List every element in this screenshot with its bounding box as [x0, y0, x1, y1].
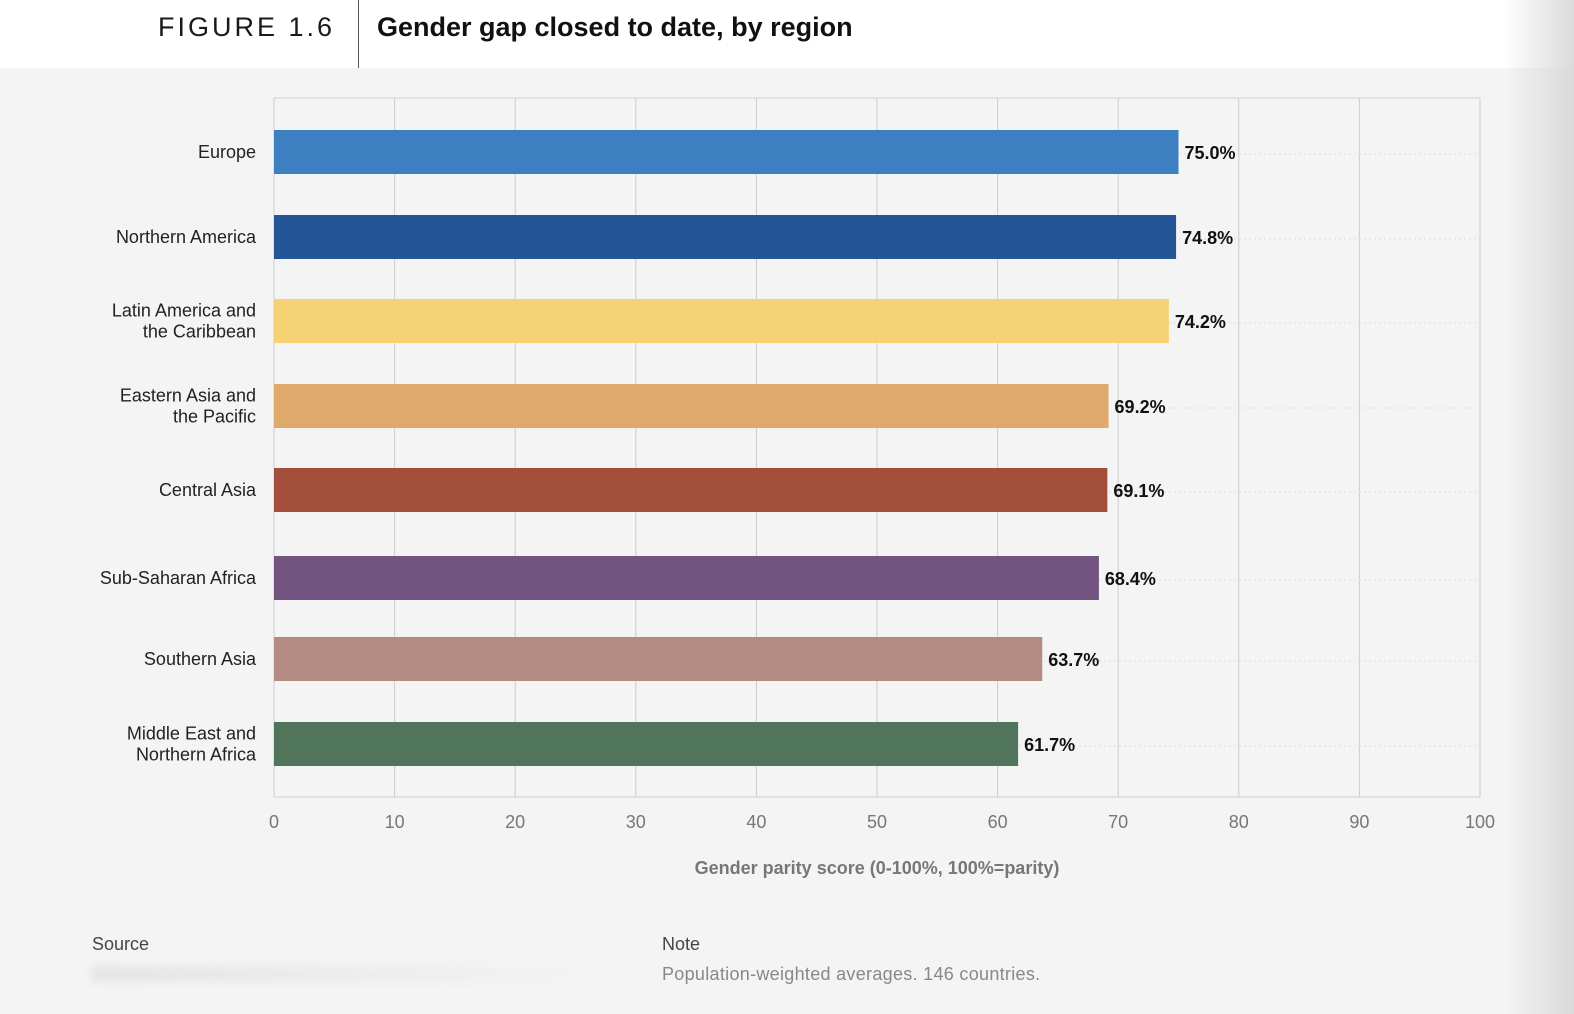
bar [274, 299, 1169, 343]
data-label: 74.8% [1182, 228, 1233, 248]
x-tick-label: 40 [746, 812, 766, 832]
category-label: Northern America [116, 227, 257, 247]
figure-header: FIGURE 1.6 Gender gap closed to date, by… [0, 0, 1574, 68]
category-label: Latin America and the Caribbean [112, 301, 256, 342]
data-label: 63.7% [1048, 650, 1099, 670]
x-tick-label: 50 [867, 812, 887, 832]
x-tick-label: 30 [626, 812, 646, 832]
x-tick-label: 80 [1229, 812, 1249, 832]
figure-title: Gender gap closed to date, by region [377, 12, 853, 42]
source-text-blurred [92, 966, 572, 982]
x-axis-title: Gender parity score (0-100%, 100%=parity… [695, 858, 1060, 878]
category-label: Southern Asia [144, 649, 257, 669]
x-tick-label: 60 [988, 812, 1008, 832]
figure-label: FIGURE 1.6 [158, 12, 336, 42]
note-text: Population-weighted averages. 146 countr… [662, 964, 1041, 984]
category-label: Sub-Saharan Africa [100, 568, 257, 588]
x-tick-label: 0 [269, 812, 279, 832]
data-label: 69.1% [1113, 481, 1164, 501]
bar [274, 215, 1177, 259]
data-label: 68.4% [1105, 569, 1156, 589]
bar [274, 468, 1108, 512]
bar [274, 130, 1179, 174]
x-tick-label: 10 [385, 812, 405, 832]
x-tick-label: 100 [1465, 812, 1495, 832]
x-tick-label: 20 [505, 812, 525, 832]
bar [274, 722, 1019, 766]
source-heading: Source [92, 934, 150, 954]
bar [274, 556, 1099, 600]
bar [274, 384, 1109, 428]
header-divider [358, 0, 359, 68]
bar [274, 637, 1043, 681]
category-label: Middle East and Northern Africa [127, 724, 257, 765]
data-label: 74.2% [1175, 312, 1226, 332]
data-label: 75.0% [1185, 143, 1236, 163]
category-label: Eastern Asia and the Pacific [120, 386, 256, 427]
x-tick-label: 70 [1108, 812, 1128, 832]
data-label: 61.7% [1024, 735, 1075, 755]
data-label: 69.2% [1115, 397, 1166, 417]
note-heading: Note [662, 934, 701, 954]
x-tick-label: 90 [1349, 812, 1369, 832]
category-label: Europe [198, 142, 256, 162]
category-label: Central Asia [159, 480, 257, 500]
